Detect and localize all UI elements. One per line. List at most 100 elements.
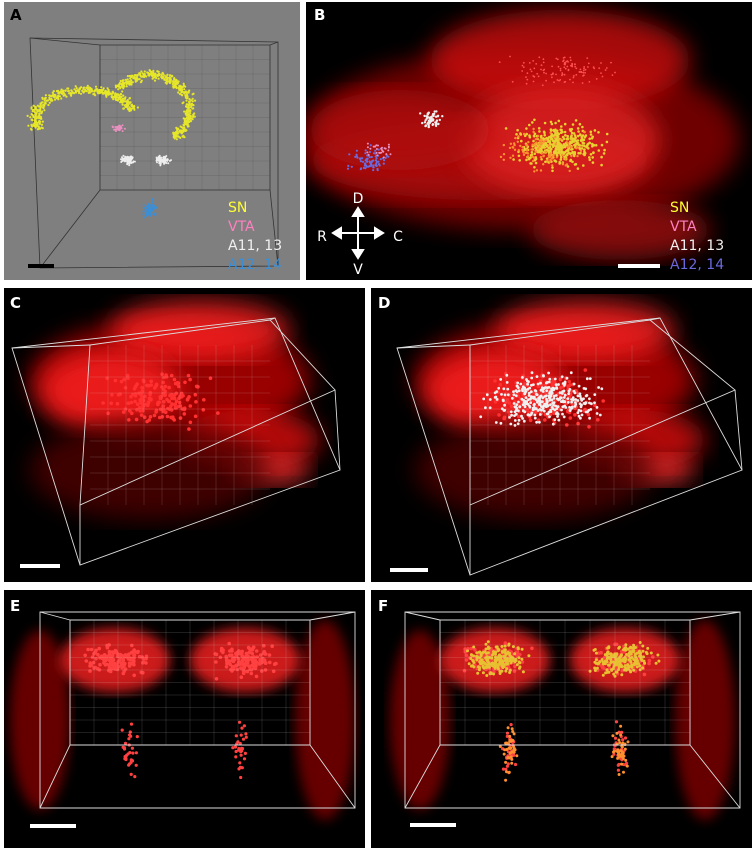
cell-dot: [479, 654, 483, 658]
cell-dot: [577, 414, 581, 418]
cell-dot: [597, 386, 600, 389]
cell-dot: [519, 382, 523, 386]
cell-dot: [575, 147, 578, 150]
cell-dot: [47, 103, 50, 107]
cell-dot: [656, 653, 660, 657]
cell-dot: [600, 658, 604, 661]
cell-dot: [561, 146, 565, 149]
cell-dot: [74, 85, 77, 88]
fiber-dot: [542, 58, 545, 61]
cell-dot: [518, 159, 521, 162]
cell-dot: [576, 154, 579, 158]
cell-spot: [91, 660, 96, 665]
cell-spot: [201, 408, 206, 412]
cell-dot: [166, 73, 169, 76]
cell-spot: [176, 384, 181, 389]
cell-dot: [533, 142, 536, 146]
cell-dot: [533, 132, 537, 136]
cell-spot: [131, 661, 136, 665]
cell-spot: [115, 667, 119, 671]
cell-dot: [571, 123, 575, 126]
cell-dot: [148, 209, 151, 211]
cell-spot: [583, 368, 588, 372]
cell-dot: [155, 206, 158, 209]
cell-dot: [119, 101, 122, 104]
cell-dot: [188, 89, 191, 92]
cell-dot: [364, 159, 367, 162]
cell-spot: [109, 401, 113, 406]
cell-dot: [167, 162, 170, 165]
cell-spot: [141, 405, 145, 410]
cell-dot: [184, 122, 187, 125]
cell-dot: [540, 147, 543, 150]
cell-dot: [556, 135, 560, 138]
cell-dot: [146, 213, 149, 216]
cell-dot: [588, 397, 591, 401]
fiber-dot: [526, 72, 529, 75]
cell-dot: [532, 403, 536, 407]
cell-dot: [154, 73, 157, 76]
cell-spot: [237, 767, 241, 771]
cell-dot: [375, 148, 378, 150]
cell-dot: [551, 401, 555, 405]
cell-dot: [377, 144, 379, 147]
cell-dot: [125, 85, 128, 88]
cell-dot: [64, 89, 67, 92]
cell-dot: [542, 404, 546, 408]
cell-spot: [131, 650, 135, 654]
cell-dot: [87, 91, 90, 94]
legend-entry: A12, 14: [228, 257, 282, 273]
cell-dot: [576, 167, 580, 170]
bounding-box: [396, 344, 471, 349]
cell-spot: [251, 656, 255, 660]
cell-dot: [509, 156, 512, 159]
cell-dot: [361, 157, 364, 160]
cell-spot: [179, 391, 184, 396]
cell-dot: [565, 376, 569, 380]
cell-dot: [563, 122, 567, 126]
cell-dot: [536, 137, 539, 140]
cell-dot: [530, 376, 534, 380]
cell-dot: [534, 161, 538, 165]
cell-dot: [476, 665, 480, 669]
cell-dot: [589, 133, 593, 136]
panel-e: [10, 611, 356, 820]
cell-spot: [244, 651, 249, 656]
cell-spot: [128, 751, 132, 755]
cell-dot: [82, 86, 86, 89]
cell-dot: [539, 169, 543, 172]
cell-dot: [540, 388, 544, 391]
cell-dot: [605, 132, 609, 136]
cell-dot: [139, 75, 142, 78]
bounding-box: [309, 611, 356, 621]
cell-spot: [620, 730, 624, 735]
cell-dot: [526, 413, 530, 417]
cell-dot: [560, 408, 563, 412]
cell-spot: [132, 653, 136, 658]
cell-dot: [30, 128, 33, 131]
fiber-dot: [563, 56, 566, 59]
cell-dot: [606, 652, 610, 656]
cell-dot: [130, 104, 133, 107]
cell-spot: [123, 757, 127, 761]
cell-dot: [94, 94, 97, 97]
cell-dot: [498, 745, 502, 748]
cell-spot: [242, 665, 246, 670]
cell-dot: [574, 398, 578, 401]
cell-dot: [81, 89, 84, 92]
cell-dot: [617, 738, 621, 742]
cell-dot: [188, 98, 191, 101]
cell-dot: [547, 144, 551, 147]
cell-dot: [164, 81, 167, 84]
cell-dot: [185, 116, 189, 119]
cell-dot: [92, 93, 95, 96]
cell-spot: [169, 373, 174, 378]
cell-spot: [473, 647, 477, 652]
cell-dot: [142, 204, 145, 206]
cell-dot: [627, 664, 630, 668]
cell-dot: [142, 210, 145, 213]
fiber-dot: [564, 62, 567, 64]
fiber-dot: [575, 67, 578, 70]
cell-dot: [641, 666, 645, 670]
cell-dot: [638, 668, 642, 672]
